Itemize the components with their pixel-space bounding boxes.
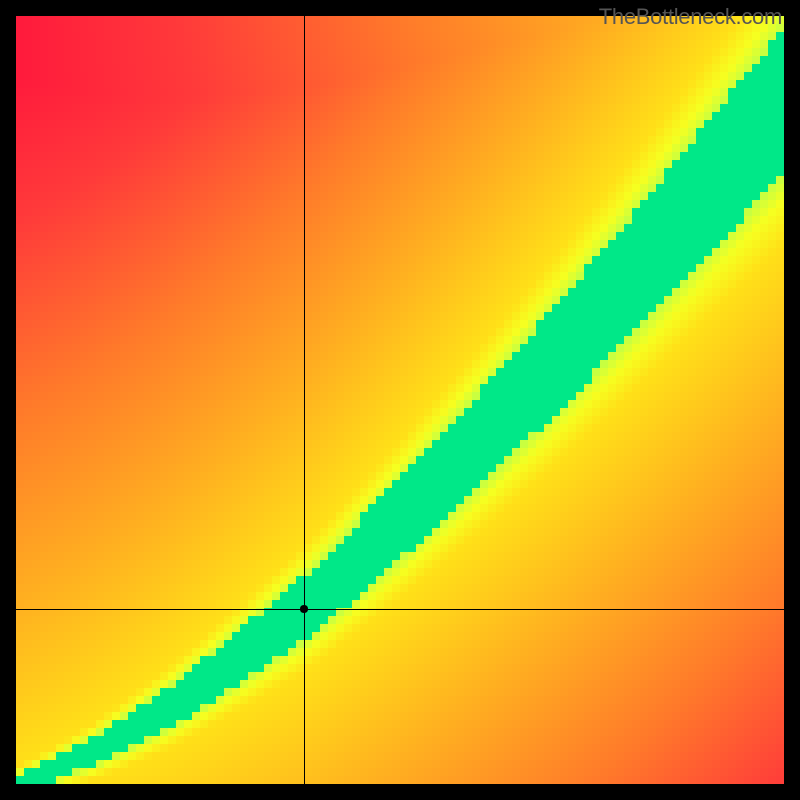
figure-container: TheBottleneck.com	[0, 0, 800, 800]
heatmap-canvas	[16, 16, 784, 784]
plot-border	[0, 0, 800, 800]
watermark-text: TheBottleneck.com	[599, 4, 782, 30]
